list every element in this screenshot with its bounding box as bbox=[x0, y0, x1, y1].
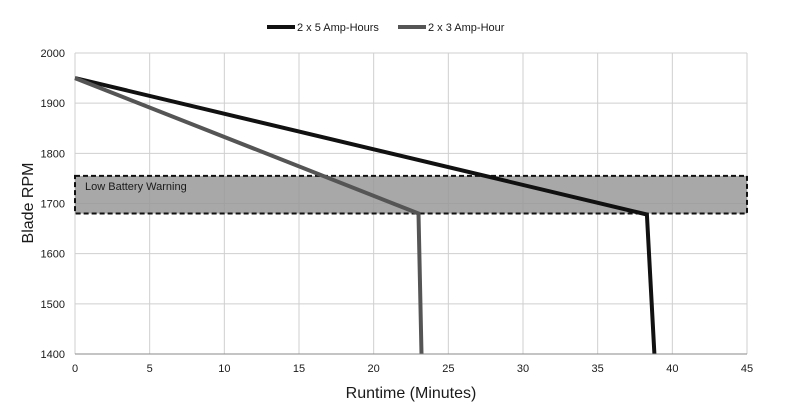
y-tick-label: 1500 bbox=[41, 299, 65, 311]
x-tick-label: 40 bbox=[666, 363, 678, 375]
x-tick-label: 10 bbox=[218, 363, 230, 375]
series-line-2 bbox=[74, 76, 424, 355]
y-tick-label: 2000 bbox=[41, 48, 65, 60]
low-battery-warning-band bbox=[74, 174, 748, 215]
y-tick-label: 1900 bbox=[41, 98, 65, 110]
legend: 2 x 5 Amp-Hours 2 x 3 Amp-Hour bbox=[267, 22, 505, 34]
series-line-1 bbox=[74, 76, 657, 355]
x-tick-label: 25 bbox=[442, 363, 454, 375]
x-tick-label: 15 bbox=[293, 363, 305, 375]
y-axis-title: Blade RPM bbox=[20, 163, 37, 244]
x-tick-label: 0 bbox=[72, 363, 78, 375]
low-battery-warning-label: Low Battery Warning bbox=[85, 181, 187, 193]
x-tick-label: 45 bbox=[741, 363, 753, 375]
x-tick-label: 5 bbox=[147, 363, 153, 375]
y-tick-label: 1400 bbox=[41, 349, 65, 361]
y-tick-label: 1800 bbox=[41, 148, 65, 160]
band-layer: Low Battery Warning bbox=[74, 174, 748, 215]
axis-layer: 0 5 10 15 20 25 30 35 40 45 1400 1500 1600 1700 1800 19… bbox=[41, 48, 754, 375]
x-tick-label: 20 bbox=[368, 363, 380, 375]
y-tick-label: 1700 bbox=[41, 199, 65, 211]
x-tick-label: 30 bbox=[517, 363, 529, 375]
legend-label-2: 2 x 3 Amp-Hour bbox=[428, 22, 505, 34]
y-tick-label: 1600 bbox=[41, 249, 65, 261]
x-axis-title: Runtime (Minutes) bbox=[346, 385, 477, 402]
series-layer bbox=[74, 76, 657, 355]
x-tick-label: 35 bbox=[592, 363, 604, 375]
legend-label-1: 2 x 5 Amp-Hours bbox=[297, 22, 379, 34]
